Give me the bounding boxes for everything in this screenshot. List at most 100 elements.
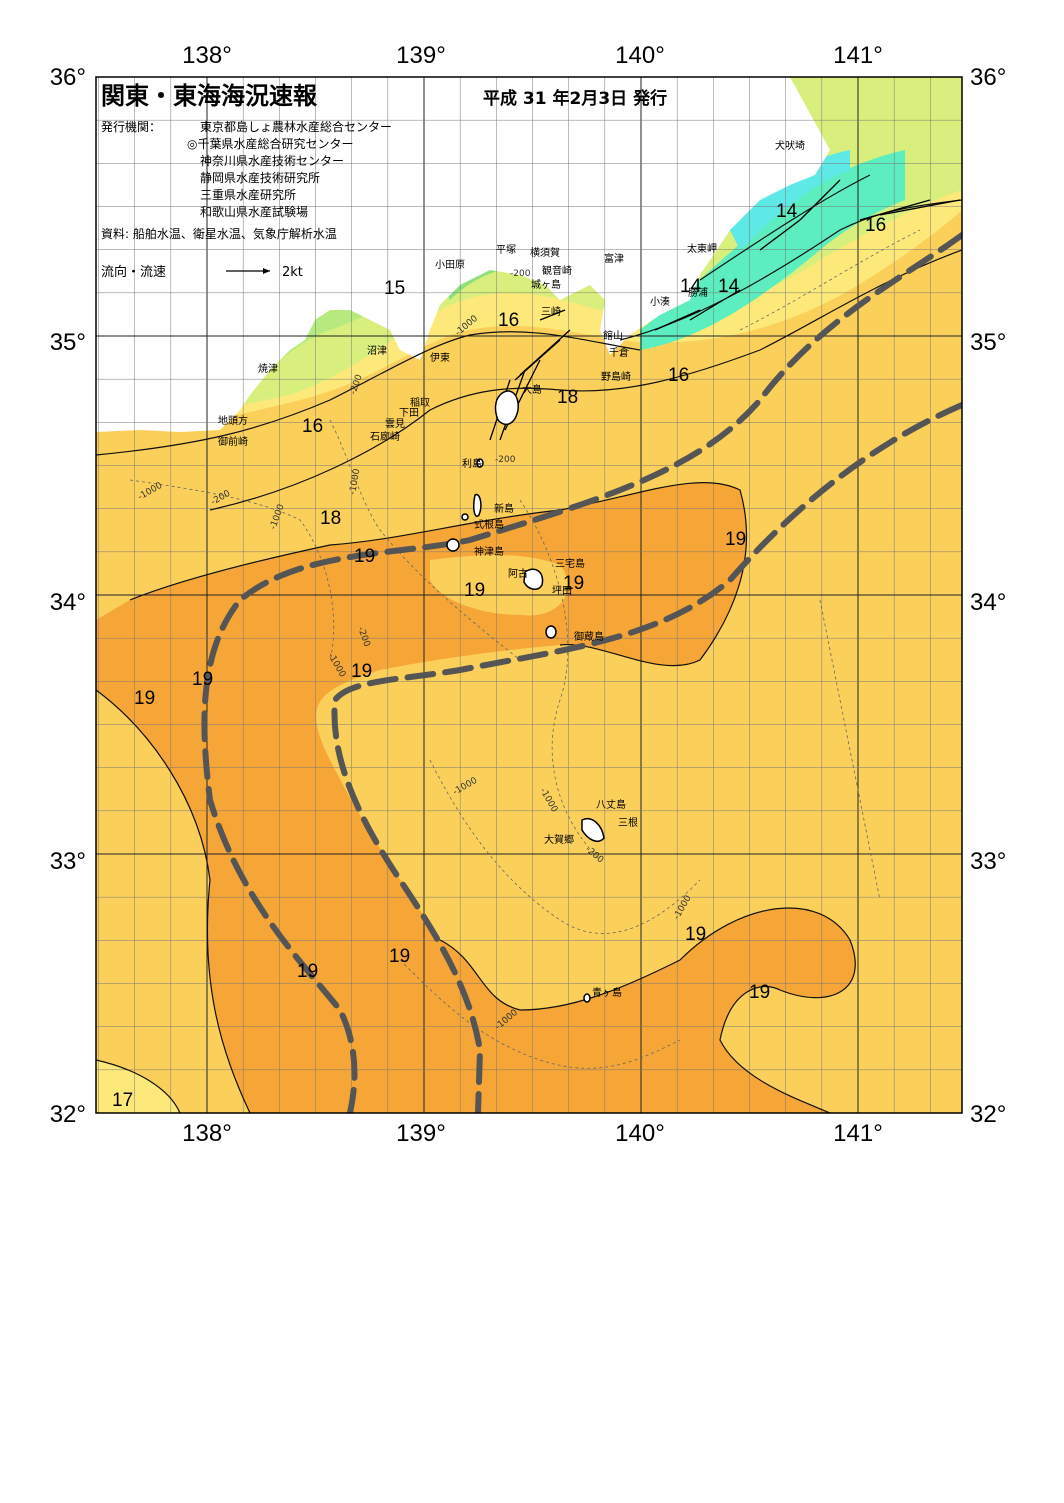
sea-17-corner [96, 1060, 180, 1113]
place-oshima: 大島 [522, 383, 542, 396]
place-taitomisaki: 太東岬 [687, 242, 717, 255]
place-tateyama: 館山 [603, 329, 623, 342]
depth-1000-a [129, 479, 335, 661]
place-omaezaki: 御前崎 [218, 435, 248, 448]
islands [446, 390, 605, 1003]
lon-label-bottom-140: 140° [615, 1120, 665, 1147]
place-shimoda: 下田 [399, 408, 419, 419]
current-arrow [654, 309, 701, 331]
current-arrow [539, 309, 566, 321]
place-okago: 大賀郷 [544, 833, 574, 846]
publisher-3: 神奈川県水産技術センター [200, 153, 344, 168]
depth-200-a [329, 419, 521, 661]
lat-label-left-35: 35° [50, 329, 86, 356]
isotherm-19-west [96, 689, 251, 1113]
isotherm-label: 19 [725, 529, 746, 550]
isotherm-label: 16 [498, 310, 519, 331]
publisher-5: 三重県水産研究所 [200, 187, 296, 202]
isotherm-label: 16 [668, 365, 689, 386]
lon-label-top-140: 140° [615, 42, 665, 69]
island-miyakejima [523, 568, 544, 590]
lon-label-top-141: 141° [833, 42, 883, 69]
isotherm-label: 14 [680, 276, 702, 297]
island-toshima [476, 458, 484, 468]
depth-1000-e [739, 229, 921, 331]
isotherm-label: 18 [557, 387, 578, 408]
kuroshio-axis-lines [201, 232, 962, 1113]
isotherm-label: 19 [354, 546, 375, 567]
current-arrow [879, 199, 961, 216]
isotherm-label: 19 [749, 982, 770, 1003]
current-arrow [859, 199, 931, 221]
depth-1000-c [429, 759, 701, 934]
isotherm-label: 19 [389, 946, 410, 967]
isotherm-label: 19 [685, 924, 706, 945]
grid-lines [96, 77, 962, 1113]
place-niijima: 新島 [494, 502, 514, 515]
place-katsuura: 勝浦 [688, 286, 708, 299]
isotherm-lines [96, 174, 962, 1113]
depth-label: -200 [510, 269, 531, 279]
isotherm-label: 19 [134, 688, 155, 709]
lat-label-left-33: 33° [50, 848, 86, 875]
map-frame [95, 76, 963, 1114]
island-shikinejima [461, 513, 469, 521]
lat-label-left-34: 34° [50, 589, 86, 616]
place-jitogata: 地頭方 [218, 414, 248, 427]
lat-label-right-34: 34° [970, 589, 1006, 616]
island-niijima [473, 493, 482, 517]
sea-13-zone [730, 150, 850, 250]
isotherm-label: 19 [351, 661, 372, 682]
island-hachijojima [581, 818, 605, 842]
lat-label-left-36: 36° [50, 64, 86, 91]
issue-date: 平成 31 年2月3日 発行 [483, 88, 667, 109]
current-arrow [689, 289, 741, 321]
depth-1000-d [399, 959, 681, 1069]
isotherm-label: 15 [384, 278, 405, 299]
isotherm-temperature-labels: 15 16 16 16 16 14 14 14 18 18 19 19 19 1… [112, 201, 886, 1111]
place-toshima: 利島 [462, 457, 482, 470]
isotherm-label: 19 [192, 669, 213, 690]
place-odawara: 小田原 [435, 259, 465, 271]
island-mikurajima [545, 625, 557, 639]
lat-label-left-32: 32° [50, 1101, 86, 1128]
isotherm-label: 16 [302, 416, 323, 437]
place-jogashima: 城ヶ島 [531, 278, 561, 291]
place-kannonzaki: 観音崎 [542, 264, 572, 277]
place-irozaki: 石廊崎 [370, 430, 400, 443]
depth-label: -200 [495, 455, 516, 465]
current-arrow [799, 179, 841, 221]
land-miura-tokyo [600, 220, 650, 290]
depth-1000-b [519, 499, 601, 861]
map-title: 関東・東海海況速報 [101, 82, 318, 110]
place-hiratsuka: 平塚 [496, 244, 516, 256]
sea-19-plus-zone [96, 482, 856, 1113]
isotherm-label: 18 [320, 508, 341, 529]
lat-label-right-36: 36° [970, 64, 1006, 91]
place-ito: 伊東 [430, 351, 450, 364]
depth-contours [129, 229, 921, 1069]
isotherm-label: 14 [776, 201, 798, 222]
island-aogashima [583, 993, 591, 1003]
isotherm-16 [619, 199, 962, 341]
depth-label: -1000 [348, 468, 362, 496]
current-legend-arrowhead [263, 268, 270, 274]
current-legend-scale: 2kt [282, 265, 303, 280]
lat-label-right-33: 33° [970, 848, 1006, 875]
sea-14-zone [640, 150, 905, 350]
isotherm-label: 19 [464, 580, 485, 601]
isotherm-17-sw [96, 1059, 181, 1113]
isotherm-label: 19 [563, 573, 584, 594]
place-ako: 阿古 [508, 567, 528, 580]
axis-labels: 138° 139° 140° 141° 138° 139° 140° 141° … [50, 42, 1007, 1147]
data-sources: 資料: 船舶水温、衛星水温、気象庁解析水温 [101, 226, 337, 241]
place-futtsu: 富津 [604, 252, 624, 265]
lon-label-bottom-138: 138° [182, 1120, 232, 1147]
isotherm-19-south [439, 907, 856, 1113]
depth-1000-f [819, 599, 881, 901]
place-kominato: 小湊 [650, 295, 670, 308]
isotherm-label: 19 [297, 961, 318, 982]
place-inubozaki: 犬吠埼 [775, 139, 805, 152]
current-arrow [759, 219, 801, 251]
